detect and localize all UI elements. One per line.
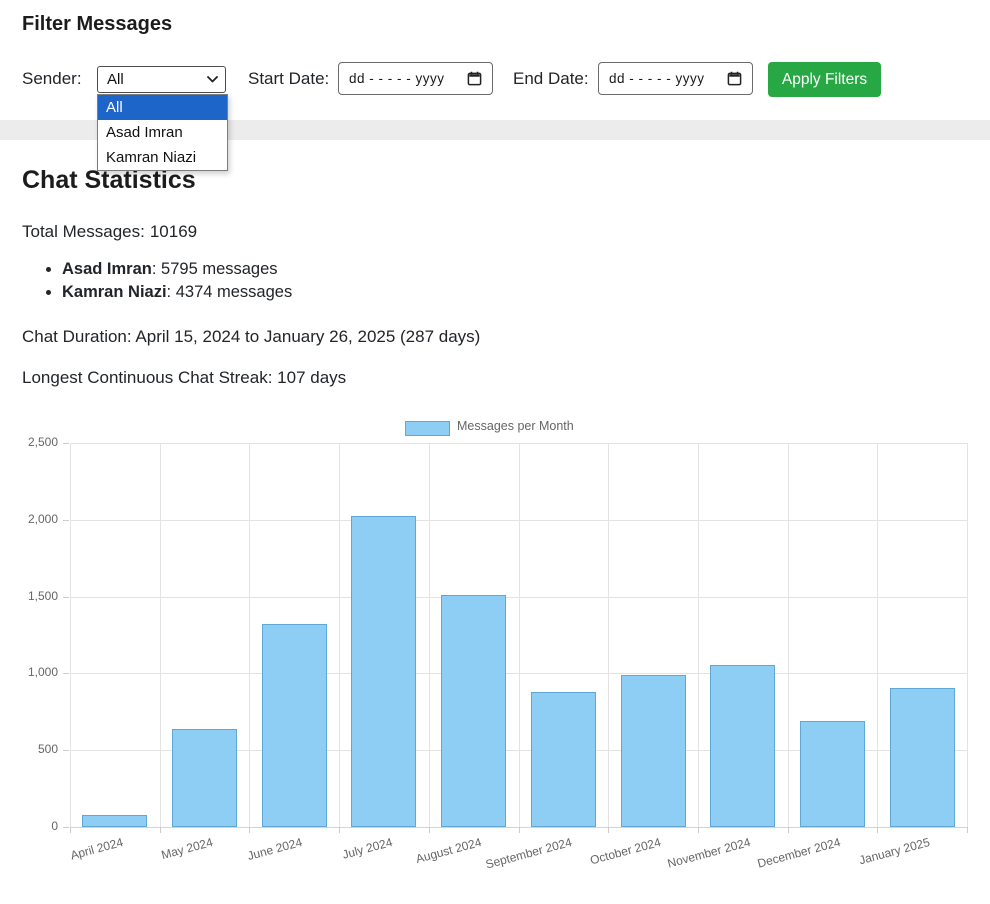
sender-name: Kamran Niazi (62, 283, 167, 301)
x-axis-tick-label: December 2024 (756, 835, 843, 871)
x-axis-tick (697, 827, 699, 833)
y-axis-tick-label: 2,000 (27, 511, 58, 526)
sender-option-asad-imran[interactable]: Asad Imran (106, 124, 183, 141)
y-axis-tick (63, 596, 69, 598)
chart-bar[interactable] (800, 720, 865, 827)
x-gridline (518, 443, 520, 827)
legend-swatch[interactable] (405, 421, 450, 436)
calendar-icon[interactable] (727, 71, 742, 86)
sender-count: : 4374 messages (166, 283, 293, 301)
chart-bar[interactable] (710, 665, 776, 827)
calendar-icon[interactable] (467, 71, 482, 86)
x-axis-tick-label: January 2025 (857, 835, 932, 868)
x-gridline (159, 443, 161, 827)
chart-bar[interactable] (172, 728, 238, 827)
sender-select[interactable]: All (97, 66, 226, 93)
x-gridline (697, 443, 699, 827)
filter-section-title: Filter Messages (22, 13, 173, 35)
x-axis-tick (608, 827, 610, 833)
sender-dropdown-list: All Asad Imran Kamran Niazi (97, 94, 228, 171)
start-date-input[interactable]: dd - - - - - yyyy (338, 62, 493, 95)
sender-name: Asad Imran (62, 260, 152, 278)
section-divider-band (0, 120, 990, 140)
chat-streak-line: Longest Continuous Chat Streak: 107 days (22, 368, 347, 387)
x-gridline (787, 443, 789, 827)
y-axis-tick (63, 827, 69, 828)
y-axis-tick (63, 443, 69, 444)
y-axis-tick (63, 673, 69, 675)
list-item: Kamran Niazi: 4374 messages (62, 281, 292, 304)
sender-option-kamran-niazi[interactable]: Kamran Niazi (106, 149, 197, 166)
y-axis-tick-label: 1,000 (27, 665, 58, 680)
sender-message-counts-list: Asad Imran: 5795 messages Kamran Niazi: … (22, 258, 292, 304)
messages-per-month-chart: Messages per Month 0 500 1,000 1,500 2,000 2,… (0, 405, 990, 904)
x-axis-tick (159, 827, 161, 833)
y-axis-tick (63, 519, 69, 521)
x-axis-tick (428, 827, 430, 833)
end-date-label: End Date: (513, 69, 589, 88)
x-axis-tick-label: June 2024 (246, 835, 304, 864)
chart-bar[interactable] (889, 687, 955, 827)
y-axis-tick-label: 0 (51, 819, 58, 833)
total-messages-line: Total Messages: 10169 (22, 222, 197, 242)
y-axis-tick-label: 500 (37, 742, 58, 757)
x-axis-tick-label: September 2024 (483, 835, 574, 872)
list-item: Asad Imran: 5795 messages (62, 258, 292, 281)
chart-bar[interactable] (530, 691, 596, 827)
x-axis-tick-label: August 2024 (414, 835, 484, 866)
y-axis-tick (63, 750, 69, 752)
x-axis-tick (877, 827, 879, 833)
x-gridline (249, 443, 251, 827)
total-messages-value: 10169 (149, 222, 198, 241)
x-axis-tick-label: November 2024 (666, 835, 753, 871)
sender-count: : 5795 messages (151, 260, 278, 278)
x-axis-tick-label: April 2024 (68, 835, 125, 863)
start-date-label: Start Date: (248, 69, 330, 88)
chart-bar[interactable] (261, 623, 327, 827)
chart-bar[interactable] (82, 815, 148, 827)
x-axis-tick (339, 827, 341, 833)
x-axis-tick-label: July 2024 (340, 835, 394, 862)
y-axis-tick-label: 1,500 (27, 588, 58, 603)
apply-filters-button[interactable]: Apply Filters (768, 62, 881, 97)
total-messages-label: Total Messages: (22, 222, 145, 241)
x-gridline (428, 443, 430, 827)
start-date-placeholder: dd - - - - - yyyy (349, 71, 445, 86)
x-gridline (70, 443, 71, 827)
x-gridline (608, 443, 610, 827)
chart-bar[interactable] (620, 674, 686, 827)
chevron-down-icon (207, 76, 218, 83)
chart-bar[interactable] (441, 595, 507, 827)
chart-bar[interactable] (351, 516, 417, 827)
x-axis-tick-label: May 2024 (159, 835, 215, 863)
legend-label[interactable]: Messages per Month (457, 419, 574, 433)
x-axis-tick (249, 827, 251, 833)
x-axis-tick-label: October 2024 (588, 835, 663, 868)
sender-label: Sender: (22, 69, 82, 88)
end-date-input[interactable]: dd - - - - - yyyy (598, 62, 753, 95)
x-gridline (967, 443, 968, 827)
chat-duration-line: Chat Duration: April 15, 2024 to January… (22, 327, 481, 346)
x-gridline (877, 443, 879, 827)
x-axis-tick (967, 827, 968, 833)
sender-option-all[interactable]: All (98, 95, 227, 120)
x-axis-tick (70, 827, 71, 833)
x-axis-tick (518, 827, 520, 833)
x-gridline (339, 443, 341, 827)
sender-select-value: All (107, 71, 124, 88)
y-axis-tick-label: 2,500 (27, 435, 58, 449)
x-axis-tick (787, 827, 789, 833)
end-date-placeholder: dd - - - - - yyyy (609, 71, 705, 86)
